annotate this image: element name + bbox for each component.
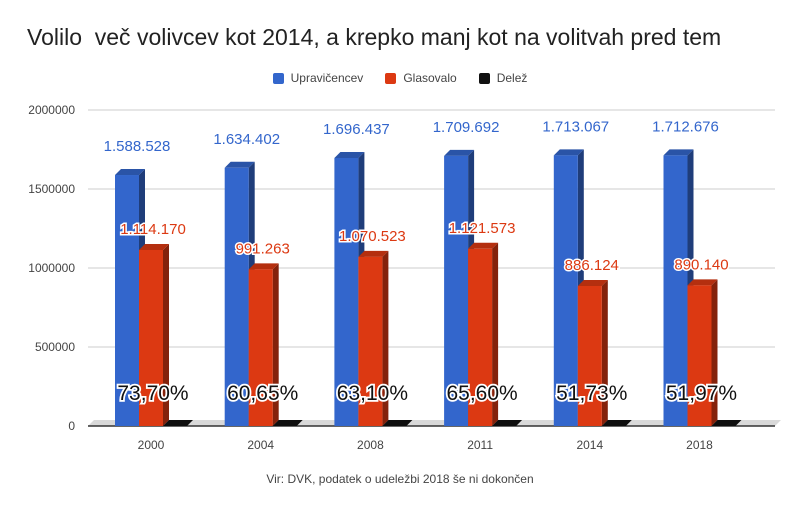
legend-item-delez[interactable]: Delež [478,71,528,85]
bar-glasovalo [468,242,499,426]
y-tick-label: 0 [68,419,75,433]
y-tick-label: 1500000 [28,182,75,196]
x-tick-label: 2008 [357,438,384,452]
data-label-glasovalo: 886.124 [565,257,619,274]
data-label-delez: 60,65% [227,382,298,405]
data-label-upraviceni: 1.696.437 [323,121,390,138]
data-label-delez: 63,10% [337,382,408,405]
source-note: Vir: DVK, podatek o udeležbi 2018 še ni … [266,472,534,486]
chart-title: Volilo več volivcev kot 2014, a krepko m… [27,24,722,50]
legend-label-glasovalo: Glasovalo [403,71,457,85]
y-tick-label: 2000000 [28,103,75,117]
bar-glasovalo [248,263,279,426]
data-label-delez: 51,73% [556,382,627,405]
data-label-upraviceni: 1.712.676 [652,118,719,135]
data-label-upraviceni: 1.713.067 [542,118,609,135]
bar-delez [711,419,742,426]
bar-delez [272,419,303,426]
y-tick-label: 500000 [35,340,75,354]
legend-item-upraviceni[interactable]: Upravičencev [272,71,364,85]
data-label-upraviceni: 1.588.528 [104,138,171,155]
legend-item-glasovalo[interactable]: Glasovalo [385,71,457,85]
data-label-glasovalo: 890.140 [674,256,728,273]
x-tick-label: 2004 [247,438,274,452]
bar-delez [601,419,632,426]
data-label-glasovalo: 1.121.573 [449,220,516,237]
y-tick-label: 1000000 [28,261,75,275]
data-label-upraviceni: 1.709.692 [433,119,500,136]
x-tick-label: 2011 [467,438,493,452]
legend-label-delez: Delež [496,71,528,85]
legend-swatch-glasovalo [385,72,397,84]
bar-delez [382,419,413,426]
x-tick-label: 2000 [138,438,165,452]
bar-delez [163,419,193,426]
data-label-glasovalo: 1.114.170 [120,221,186,238]
legend: Upravičencev Glasovalo Delež [0,71,800,85]
data-label-delez: 73,70% [117,382,188,405]
x-tick-label: 2014 [576,438,603,452]
bar-glasovalo [577,279,608,426]
legend-label-upraviceni: Upravičencev [290,71,364,85]
data-label-glasovalo: 1.070.523 [339,228,406,245]
legend-swatch-delez [478,72,490,84]
bar-glasovalo [139,243,169,426]
bar-delez [492,419,523,426]
data-label-delez: 51,97% [666,382,737,405]
data-label-glasovalo: 991.263 [236,240,290,257]
bar-upraviceni [663,149,694,426]
legend-swatch-upraviceni [272,72,284,84]
bar-glasovalo [687,279,718,426]
bar-glasovalo [358,250,389,426]
data-label-delez: 65,60% [446,382,517,405]
x-tick-label: 2018 [686,438,713,452]
data-label-upraviceni: 1.634.402 [213,131,280,148]
